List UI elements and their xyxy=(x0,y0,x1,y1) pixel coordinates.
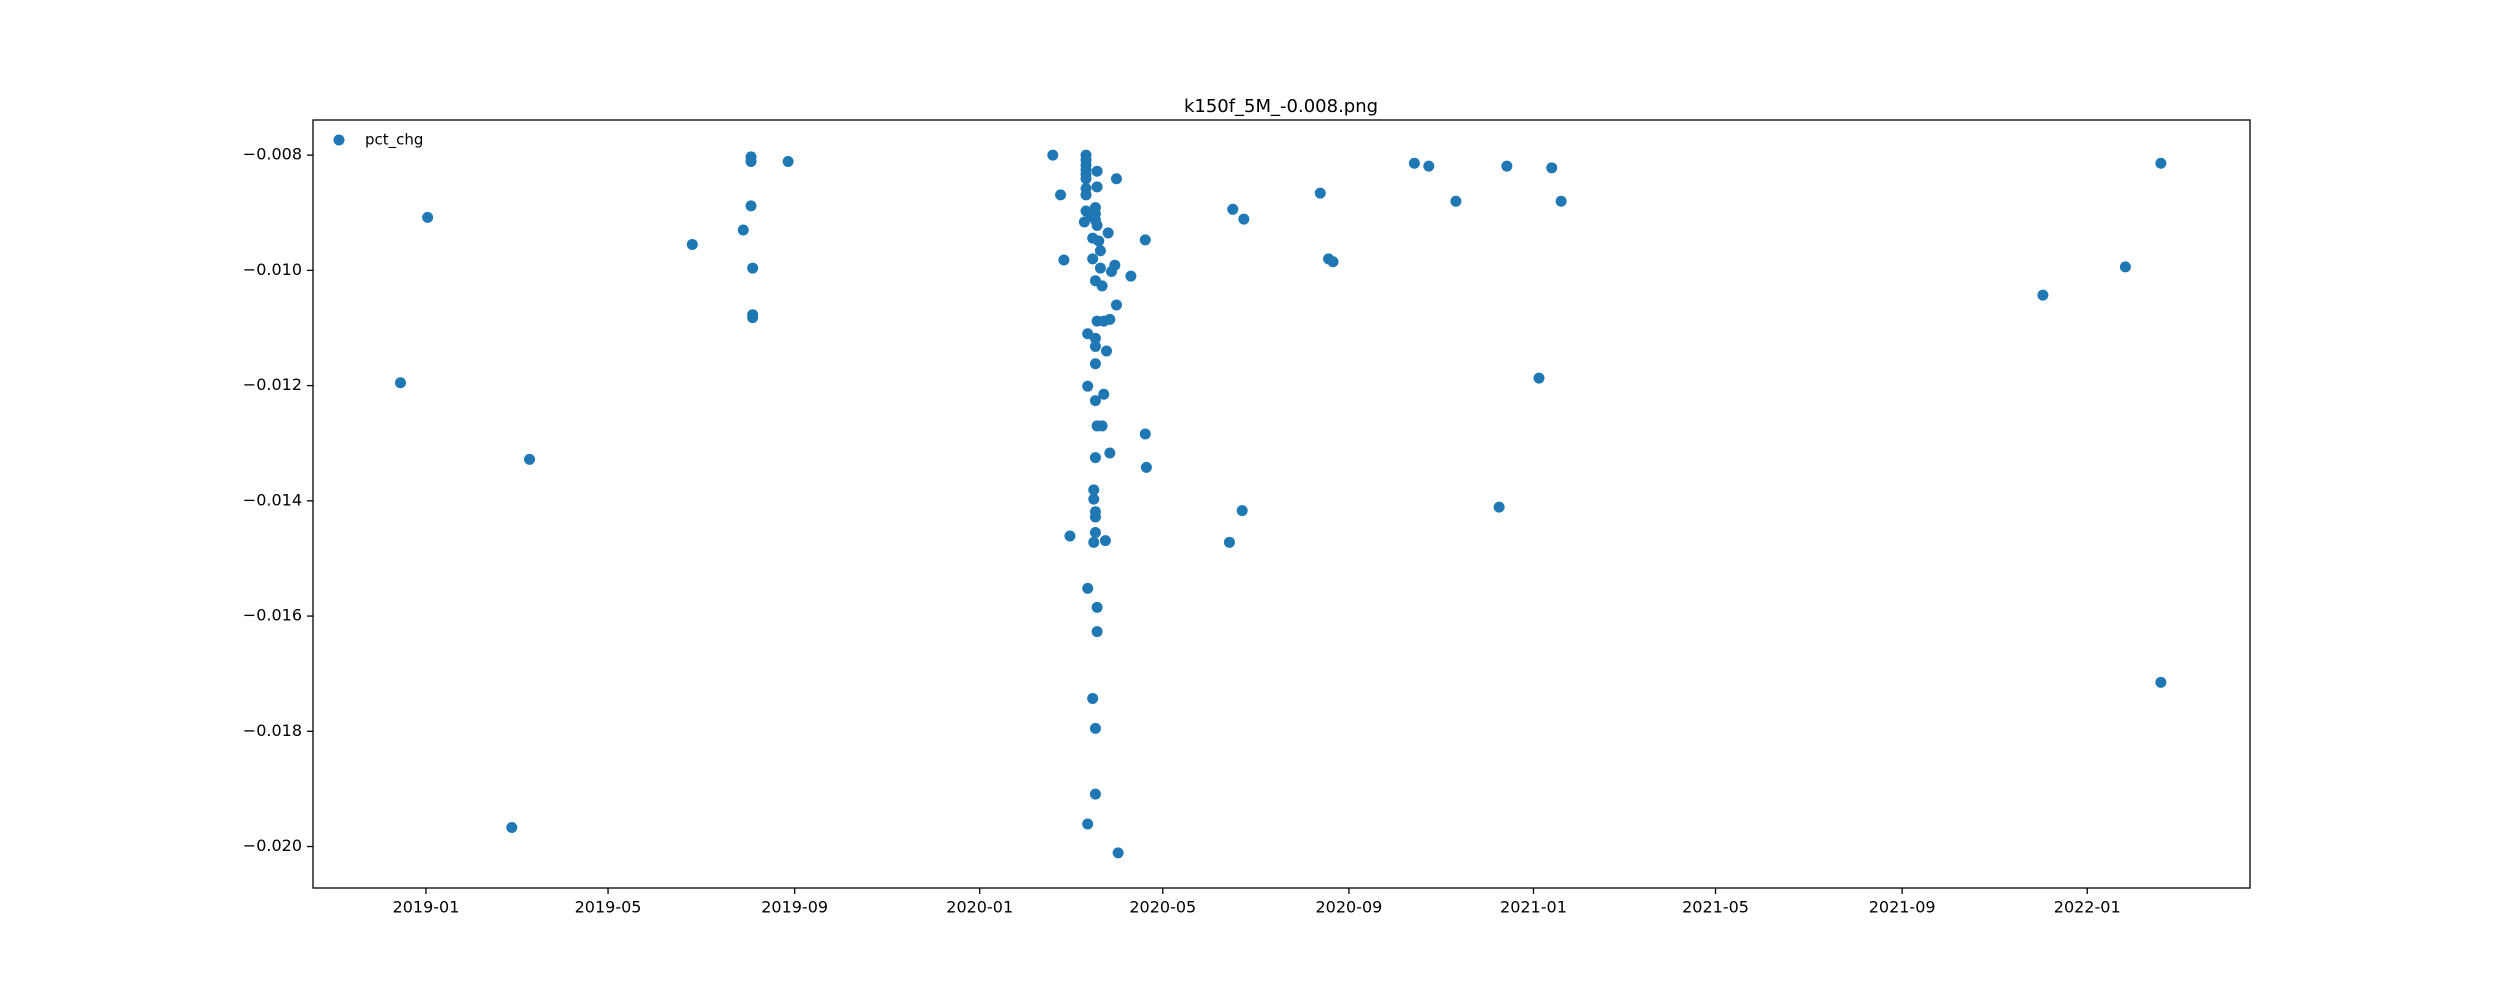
point xyxy=(1109,259,1121,271)
point xyxy=(1082,818,1094,830)
point xyxy=(1058,254,1070,266)
point xyxy=(1096,280,1108,292)
point xyxy=(2155,676,2167,688)
point xyxy=(1236,505,1248,517)
point xyxy=(1089,358,1101,370)
point xyxy=(1223,536,1235,548)
point xyxy=(1087,253,1099,265)
point xyxy=(782,155,794,167)
point xyxy=(1314,187,1326,199)
point xyxy=(1139,428,1151,440)
x-tick-label: 2020-05 xyxy=(1129,898,1196,917)
point xyxy=(1088,484,1100,496)
point xyxy=(1546,162,1558,174)
x-tick-label: 2021-01 xyxy=(1500,898,1567,917)
point xyxy=(1047,149,1059,161)
x-tick-label: 2019-05 xyxy=(575,898,642,917)
point xyxy=(1450,195,1462,207)
point xyxy=(1099,535,1111,547)
point xyxy=(1055,189,1067,201)
x-tick-label: 2021-05 xyxy=(1682,898,1749,917)
point xyxy=(1091,219,1103,231)
point xyxy=(1091,626,1103,638)
x-tick-label: 2021-09 xyxy=(1869,898,1936,917)
x-tick-label: 2020-01 xyxy=(946,898,1013,917)
point xyxy=(1091,165,1103,177)
point xyxy=(1089,332,1101,344)
point xyxy=(2037,289,2049,301)
point xyxy=(1089,722,1101,734)
legend-marker xyxy=(333,134,345,146)
point xyxy=(506,822,518,834)
point xyxy=(1089,340,1101,352)
point xyxy=(1238,213,1250,225)
point xyxy=(1104,313,1116,325)
point xyxy=(1080,173,1092,185)
point xyxy=(1094,245,1106,257)
point xyxy=(1110,173,1122,185)
point xyxy=(1110,299,1122,311)
point xyxy=(1139,234,1151,246)
point xyxy=(1093,235,1105,247)
point xyxy=(1088,493,1100,505)
point xyxy=(422,211,434,223)
point xyxy=(1094,262,1106,274)
point xyxy=(1082,582,1094,594)
chart-title: k150f_5M_-0.008.png xyxy=(1184,96,1378,117)
point xyxy=(1104,447,1116,459)
point xyxy=(1089,452,1101,464)
point xyxy=(1091,181,1103,193)
point xyxy=(1101,345,1113,357)
point xyxy=(686,238,698,250)
point xyxy=(1327,256,1339,268)
x-tick-label: 2019-09 xyxy=(761,898,828,917)
point xyxy=(1089,395,1101,407)
point xyxy=(1140,461,1152,473)
x-tick-label: 2019-01 xyxy=(393,898,460,917)
point xyxy=(1087,692,1099,704)
y-tick-label: −0.010 xyxy=(243,260,302,279)
legend-label: pct_chg xyxy=(365,131,423,150)
y-tick-label: −0.014 xyxy=(243,490,302,509)
point xyxy=(2119,261,2131,273)
point xyxy=(1088,536,1100,548)
point xyxy=(394,377,406,389)
point xyxy=(1089,788,1101,800)
point xyxy=(1080,189,1092,201)
point xyxy=(1408,157,1420,169)
point xyxy=(1089,527,1101,539)
point xyxy=(1064,530,1076,542)
point xyxy=(1125,270,1137,282)
point xyxy=(1533,372,1545,384)
point xyxy=(747,312,759,324)
point xyxy=(1091,601,1103,613)
point xyxy=(1089,511,1101,523)
point xyxy=(2155,157,2167,169)
point xyxy=(524,453,536,465)
point xyxy=(1098,388,1110,400)
y-tick-label: −0.012 xyxy=(243,375,302,394)
point xyxy=(747,262,759,274)
y-tick-label: −0.018 xyxy=(243,721,302,740)
point xyxy=(737,224,749,236)
point xyxy=(1096,420,1108,432)
x-tick-label: 2020-09 xyxy=(1315,898,1382,917)
plot-frame xyxy=(312,119,2251,889)
point xyxy=(1082,380,1094,392)
point xyxy=(1501,160,1513,172)
point xyxy=(1112,847,1124,859)
point xyxy=(745,155,757,167)
y-tick-label: −0.020 xyxy=(243,836,302,855)
y-tick-label: −0.008 xyxy=(243,145,302,164)
x-tick-label: 2022-01 xyxy=(2054,898,2121,917)
y-tick-label: −0.016 xyxy=(243,606,302,625)
point xyxy=(1493,501,1505,513)
point xyxy=(1423,160,1435,172)
point xyxy=(1102,227,1114,239)
point xyxy=(745,200,757,212)
point xyxy=(1555,195,1567,207)
point xyxy=(1227,203,1239,215)
